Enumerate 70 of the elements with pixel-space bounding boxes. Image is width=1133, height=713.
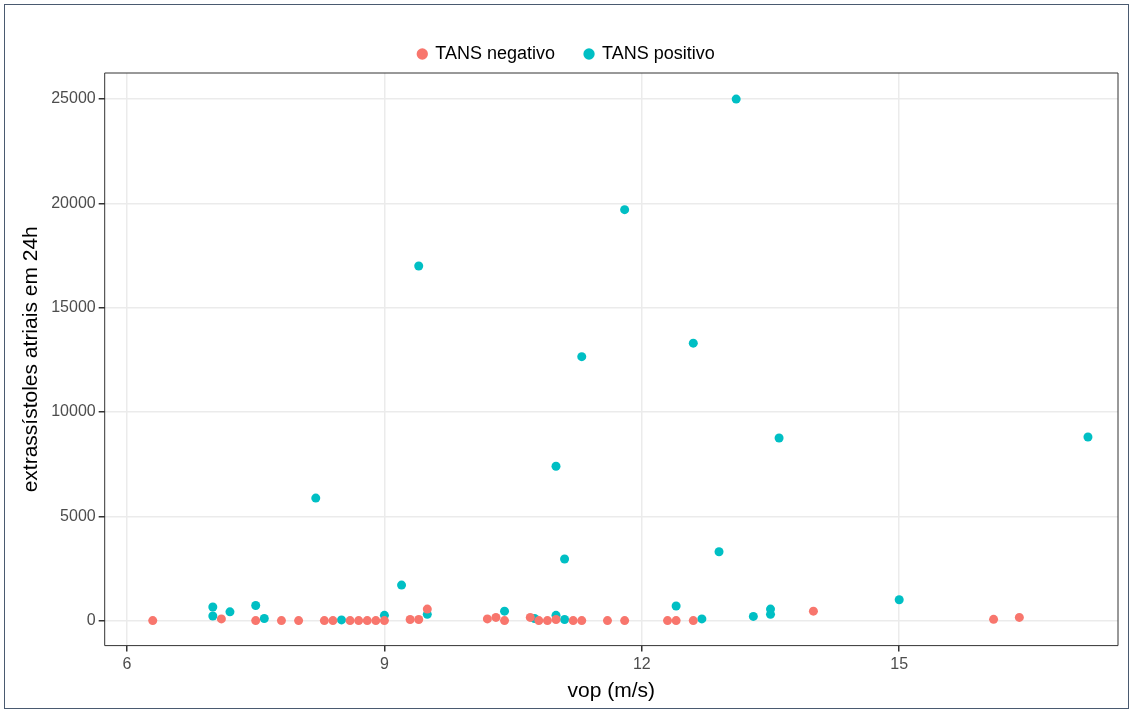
point — [422, 604, 432, 614]
point — [620, 205, 630, 215]
y-tick-label: 25000 — [51, 89, 96, 107]
point — [397, 580, 407, 590]
point — [276, 616, 286, 626]
point — [259, 613, 269, 623]
point — [328, 616, 338, 626]
point — [560, 554, 570, 564]
point — [225, 607, 235, 617]
point — [560, 615, 570, 625]
point — [148, 616, 158, 626]
y-tick-label: 10000 — [51, 402, 96, 420]
point — [671, 616, 681, 626]
point — [731, 94, 741, 104]
point — [371, 616, 381, 626]
point — [551, 615, 561, 625]
y-tick-label: 0 — [86, 610, 96, 628]
point — [697, 614, 707, 624]
point — [989, 614, 999, 624]
point — [1083, 432, 1093, 442]
point — [577, 352, 587, 362]
point — [208, 602, 218, 612]
point — [671, 601, 681, 611]
point — [251, 616, 261, 626]
y-tick-label: 15000 — [51, 298, 96, 316]
point — [688, 338, 698, 348]
point — [294, 616, 304, 626]
y-tick-label: 5000 — [60, 506, 96, 524]
x-tick-label: 6 — [122, 654, 132, 672]
x-tick-label: 9 — [379, 654, 389, 672]
point — [491, 612, 501, 622]
point — [405, 615, 415, 625]
point — [354, 616, 364, 626]
y-axis-title: extrassístoles atriais em 24h — [18, 226, 42, 493]
point — [208, 611, 218, 621]
point — [216, 614, 226, 624]
x-axis-title: vop (m/s) — [567, 678, 656, 702]
point — [808, 606, 818, 616]
point — [362, 616, 372, 626]
point — [251, 601, 261, 611]
point — [500, 616, 510, 626]
point — [688, 616, 698, 626]
point — [620, 616, 630, 626]
x-tick-label: 15 — [890, 654, 909, 672]
point — [337, 615, 346, 625]
x-tick-label: 12 — [632, 654, 651, 672]
point — [774, 433, 784, 443]
point — [525, 612, 535, 622]
point — [894, 595, 904, 605]
legend-label: TANS positivo — [602, 42, 715, 63]
point — [500, 606, 510, 616]
point — [714, 547, 724, 557]
point — [311, 493, 321, 503]
point — [319, 616, 329, 626]
point — [602, 616, 612, 626]
point — [542, 616, 552, 626]
legend-label: TANS negativo — [435, 42, 556, 63]
point — [482, 614, 492, 624]
point — [379, 616, 389, 626]
point — [414, 615, 424, 625]
point — [568, 616, 578, 626]
point — [1014, 612, 1024, 622]
point — [345, 616, 355, 626]
point — [748, 611, 758, 621]
point — [551, 461, 561, 471]
point — [534, 616, 544, 626]
point — [577, 616, 587, 626]
point — [414, 261, 424, 271]
point — [663, 616, 673, 626]
y-tick-label: 20000 — [51, 193, 96, 211]
